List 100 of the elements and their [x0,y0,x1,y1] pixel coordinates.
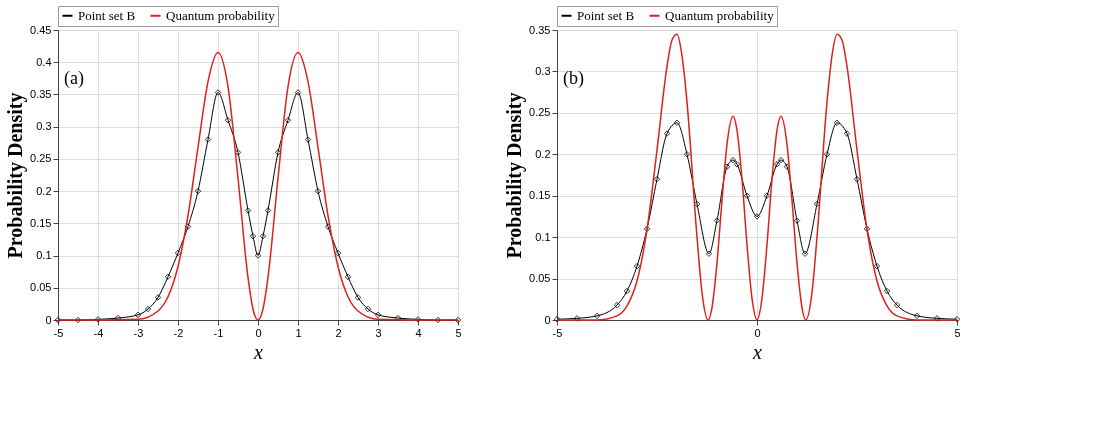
point [633,262,641,270]
x-tick-label: 0 [255,326,262,339]
point [264,207,272,214]
point [613,301,621,309]
point [673,119,681,127]
point [274,149,282,156]
y-tick-label: 0.25 [30,152,52,165]
x-tick-label: -5 [552,326,563,339]
point [705,250,713,257]
point [154,294,162,301]
y-axis-title: Probability Density [503,92,527,259]
point [823,151,831,158]
y-tick-label: 0.3 [36,120,52,133]
y-tick-label: 0.35 [529,23,551,36]
point [893,301,901,309]
legend-label: Point set B [577,7,635,23]
x-tick-label: 2 [335,326,342,339]
point [94,316,102,323]
x-tick-label: 5 [455,326,462,339]
point [733,160,741,168]
y-tick-label: 0.15 [529,189,551,202]
point [249,232,257,240]
annotation: (b) [563,68,584,89]
point [334,249,342,257]
y-tick-label: 0 [544,313,551,326]
point [683,151,691,158]
point [913,312,921,320]
y-tick-label: 0.15 [30,216,52,229]
annotation: (a) [64,68,84,89]
y-tick-label: 0.05 [529,272,551,285]
point [324,223,332,230]
point [224,116,232,124]
x-tick-label: -5 [53,326,64,339]
y-tick-label: 0.1 [36,249,52,262]
point [801,250,809,257]
point [244,207,252,214]
y-tick-label: 0.05 [30,281,52,294]
point [643,225,651,233]
point [883,287,891,295]
point [174,249,182,257]
y-tick-label: 0.35 [30,87,52,100]
point [663,130,671,137]
point [314,187,322,195]
point [294,89,302,96]
point [184,223,192,230]
x-tick-label: 0 [754,326,761,339]
point [713,217,721,224]
point [194,187,202,195]
point [259,232,267,240]
point [114,314,122,322]
point [743,192,751,199]
point [623,287,631,295]
point [777,156,785,164]
y-tick-label: 0.2 [535,147,551,160]
point [254,252,262,259]
x-axis-title: x [253,340,264,363]
point [354,294,362,301]
point [653,175,661,183]
y-tick-label: 0 [45,313,52,326]
point [833,119,841,127]
point [134,311,142,319]
y-tick-label: 0.1 [535,230,551,243]
point [773,160,781,168]
x-tick-label: 5 [954,326,961,339]
y-tick-label: 0.3 [535,64,551,77]
point [364,305,372,313]
point [873,262,881,270]
point [394,314,402,322]
point [414,316,422,323]
x-axis-title: x [752,340,763,363]
x-tick-label: -1 [213,326,224,339]
point [843,130,851,137]
legend-label: Quantum probability [665,7,775,23]
x-tick-label: -2 [173,326,184,339]
point [164,273,172,281]
point [793,217,801,224]
y-tick-label: 0.45 [30,23,52,36]
point [284,116,292,124]
point [593,312,601,320]
x-tick-label: 3 [375,326,382,339]
legend-label: Quantum probability [166,7,276,23]
y-tick-label: 0.2 [36,184,52,197]
point [214,89,222,96]
y-tick-label: 0.4 [36,55,52,68]
x-tick-label: -3 [133,326,144,339]
point [863,225,871,233]
point [204,136,212,143]
point [753,213,761,220]
x-tick-label: -4 [93,326,104,339]
point [144,305,152,313]
y-axis-title: Probability Density [4,92,28,259]
point [763,192,771,199]
point [374,311,382,319]
point [729,156,737,164]
y-tick-label: 0.25 [529,106,551,119]
point [853,175,861,183]
point [344,273,352,281]
x-tick-label: 1 [295,326,302,339]
x-tick-label: 4 [415,326,422,339]
point [304,136,312,143]
